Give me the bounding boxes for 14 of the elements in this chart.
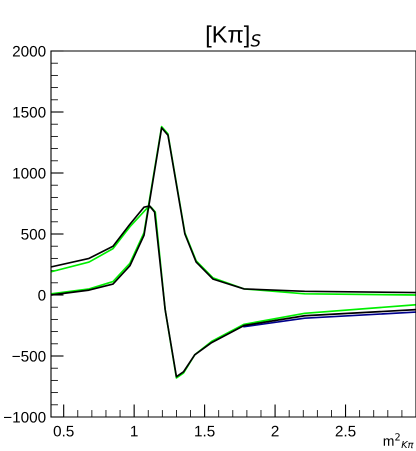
x-tick-label: 0.5: [54, 426, 74, 437]
y-tick-label: 1000: [13, 168, 46, 179]
chart-title: [Kπ]$_{S}$: [206, 25, 261, 48]
y-tick-label: 500: [21, 228, 46, 240]
y-tick-label: 1500: [13, 106, 46, 118]
y-tick-label: 0: [38, 290, 46, 301]
x-tick-label: 2: [272, 426, 279, 436]
x-axis-title: m$^{2}$$_{Kπ}$: [384, 433, 414, 448]
x-tick-label: 1.5: [195, 426, 215, 437]
y-tick-label: −1000: [4, 412, 46, 423]
x-tick-label: 2.5: [336, 426, 356, 437]
x-tick-label: 1: [131, 426, 138, 436]
y-tick-label: 2000: [12, 46, 46, 57]
y-tick-label: −500: [12, 350, 46, 362]
